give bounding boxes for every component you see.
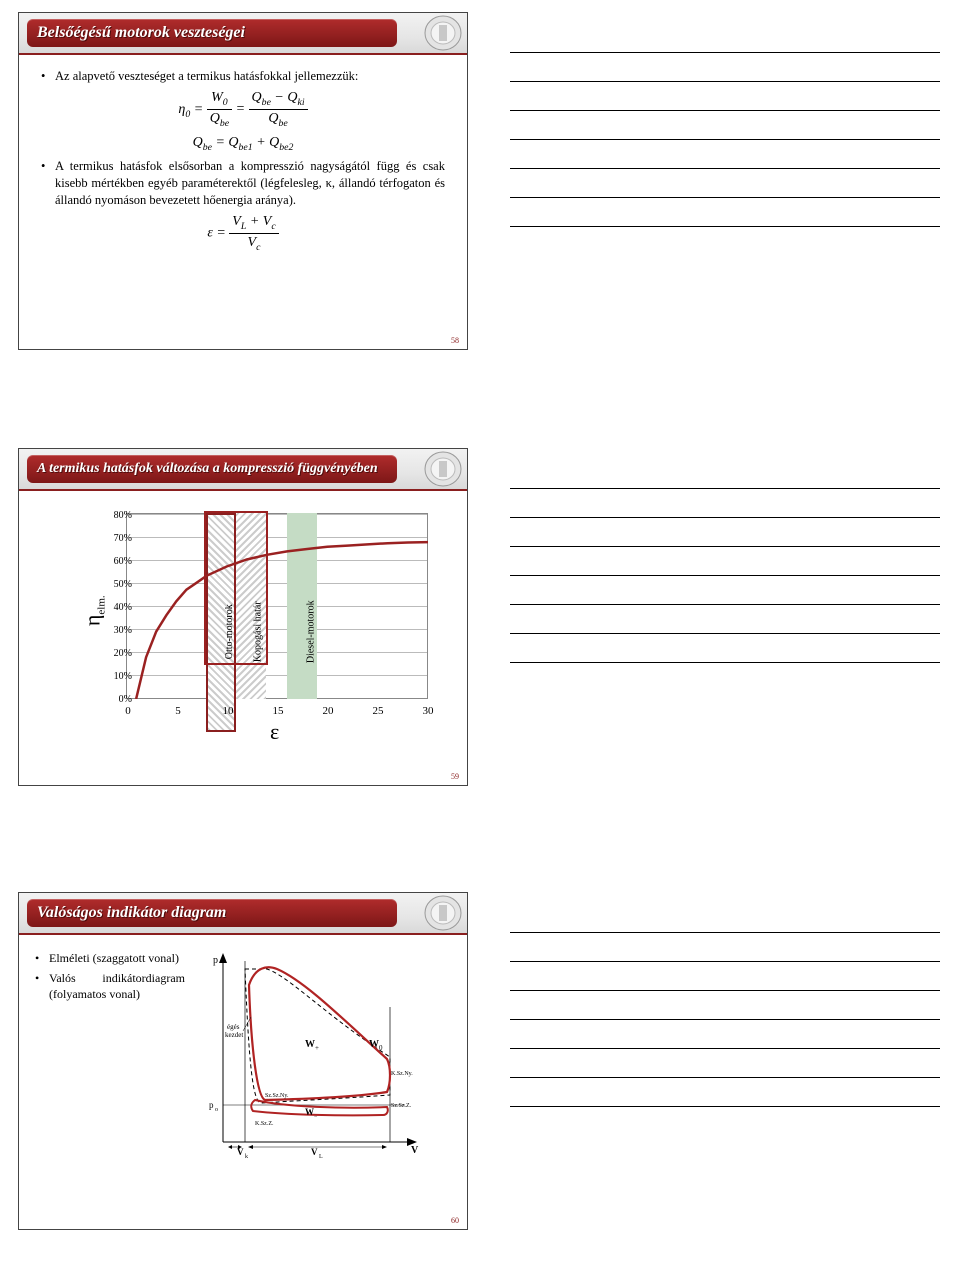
zone-label-diesel: Diesel-motorok — [305, 600, 319, 663]
svg-text:égés: égés — [227, 1023, 240, 1031]
slide-body: Elméleti (szaggatott vonal) Valós indiká… — [19, 935, 467, 1179]
ytick: 10% — [92, 670, 132, 684]
svg-text:0: 0 — [379, 1044, 383, 1052]
svg-text:W: W — [305, 1107, 314, 1117]
svg-text:Sz.Sz.Ny.: Sz.Sz.Ny. — [265, 1093, 289, 1099]
highlight-box — [204, 511, 268, 665]
slide-header: Valóságos indikátor diagram — [19, 893, 467, 935]
p-axis-label: p — [213, 955, 218, 966]
xtick: 0 — [118, 704, 138, 719]
bullet-1: Elméleti (szaggatott vonal) — [35, 950, 185, 966]
slide-number: 59 — [451, 772, 459, 781]
bullet-1: Az alapvető veszteséget a termikus hatás… — [41, 68, 445, 85]
notes-area-3 — [510, 904, 940, 1107]
slide-number: 60 — [451, 1216, 459, 1225]
bullet-2: Valós indikátordiagram (folyamatos vonal… — [35, 970, 185, 1002]
slide-header: A termikus hatásfok változása a kompress… — [19, 449, 467, 491]
university-logo-icon — [399, 451, 463, 487]
efficiency-chart: ηelm. — [48, 505, 438, 745]
xtick: 30 — [418, 704, 438, 719]
svg-text:o: o — [215, 1107, 218, 1113]
svg-text:K.Sz.Ny.: K.Sz.Ny. — [391, 1071, 413, 1077]
svg-text:kezdet: kezdet — [225, 1031, 243, 1039]
svg-text:W: W — [305, 1039, 315, 1050]
university-logo-icon — [399, 895, 463, 931]
bullet-list: Elméleti (szaggatott vonal) Valós indiká… — [35, 947, 185, 1007]
v-axis-label: V — [411, 1145, 419, 1156]
svg-text:K.Sz.Z.: K.Sz.Z. — [255, 1121, 274, 1127]
formula-qbe: Qbe = Qbe1 + Qbe2 — [41, 134, 445, 154]
pv-diagram: p V po égés kezdet W+ W0 W− K.Sz.Ny. Sz.… — [195, 947, 425, 1167]
slide-body: ηelm. — [19, 491, 467, 755]
svg-text:L: L — [319, 1154, 323, 1160]
formula-epsilon: ε = VL + VcVc — [41, 213, 445, 254]
ytick: 30% — [92, 624, 132, 638]
bullet-2: A termikus hatásfok elsősorban a kompres… — [41, 158, 445, 209]
slide-header: Belsőégésű motorok veszteségei — [19, 13, 467, 55]
ytick: 50% — [92, 578, 132, 592]
xtick: 10 — [218, 704, 238, 719]
plot-area — [126, 513, 428, 699]
university-logo-icon — [399, 15, 463, 51]
notes-area-2 — [510, 460, 940, 663]
svg-text:Sz.Sz.Z.: Sz.Sz.Z. — [391, 1103, 412, 1109]
slide-title: A termikus hatásfok változása a kompress… — [33, 461, 378, 476]
svg-text:+: + — [315, 1044, 319, 1052]
ytick: 40% — [92, 601, 132, 615]
slide-3: Valóságos indikátor diagram Elméleti (sz… — [18, 892, 468, 1230]
slide-body: Az alapvető veszteséget a termikus hatás… — [19, 55, 467, 266]
svg-text:k: k — [245, 1154, 248, 1160]
pv-svg: p V po égés kezdet W+ W0 W− K.Sz.Ny. Sz.… — [195, 947, 425, 1167]
ytick: 70% — [92, 532, 132, 546]
slide-title: Valóságos indikátor diagram — [33, 904, 226, 922]
ytick: 60% — [92, 555, 132, 569]
slide-number: 58 — [451, 336, 459, 345]
svg-text:p: p — [209, 1100, 214, 1110]
xtick: 20 — [318, 704, 338, 719]
xtick: 25 — [368, 704, 388, 719]
xtick: 5 — [168, 704, 188, 719]
ytick: 20% — [92, 647, 132, 661]
slide-1: Belsőégésű motorok veszteségei Az alapve… — [18, 12, 468, 350]
slide-title: Belsőégésű motorok veszteségei — [33, 24, 245, 42]
notes-area-1 — [510, 24, 940, 227]
svg-text:V: V — [311, 1147, 318, 1157]
svg-text:W: W — [369, 1039, 379, 1050]
slide-2: A termikus hatásfok változása a kompress… — [18, 448, 468, 786]
ytick: 80% — [92, 509, 132, 523]
x-axis-label: ε — [270, 717, 279, 747]
formula-eta0: η0 = W0Qbe = Qbe − QkiQbe — [41, 89, 445, 130]
